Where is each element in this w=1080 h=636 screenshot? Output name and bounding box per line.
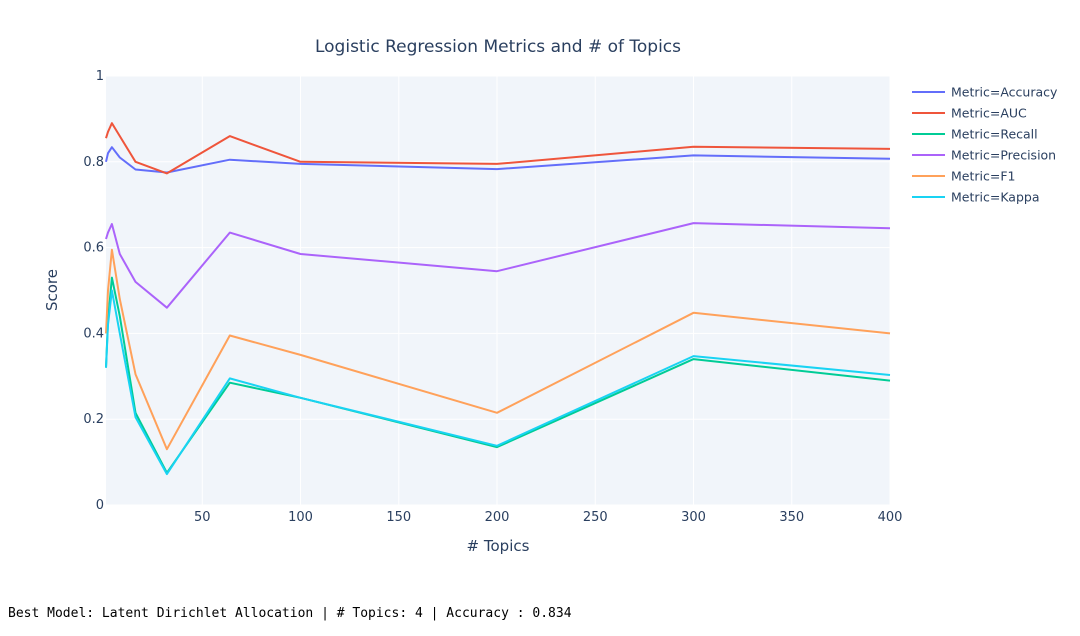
- legend-label: Metric=AUC: [951, 106, 1027, 121]
- legend[interactable]: Metric=Accuracy Metric=AUC Metric=Recall Me…: [912, 85, 1058, 205]
- y-tick-label: 0.4: [83, 326, 104, 341]
- legend-item-f1[interactable]: Metric=F1: [912, 169, 1015, 184]
- legend-item-kappa[interactable]: Metric=Kappa: [912, 190, 1040, 205]
- x-tick-label: 300: [681, 510, 706, 525]
- legend-label: Metric=Accuracy: [951, 85, 1058, 100]
- x-tick-label: 100: [288, 510, 313, 525]
- y-tick-label: 0.2: [83, 412, 104, 427]
- legend-label: Metric=F1: [951, 169, 1015, 184]
- series-lines: [105, 122, 891, 476]
- best-model-summary: Best Model: Latent Dirichlet Allocation …: [8, 606, 572, 621]
- y-tick-label: 0.8: [83, 155, 104, 170]
- x-axis-title: # Topics: [467, 537, 530, 555]
- chart-container: Logistic Regression Metrics and # of Top…: [43, 37, 1058, 555]
- y-axis-title: Score: [43, 269, 61, 311]
- y-tick-label: 0.6: [83, 241, 104, 256]
- x-tick-label: 400: [878, 510, 903, 525]
- x-tick-label: 200: [485, 510, 510, 525]
- line-chart: Logistic Regression Metrics and # of Top…: [43, 37, 1058, 555]
- series-line-precision: [105, 222, 891, 309]
- chart-title: Logistic Regression Metrics and # of Top…: [315, 37, 681, 57]
- grid: [106, 75, 891, 506]
- legend-label: Metric=Recall: [951, 127, 1038, 142]
- x-tick-label: 350: [779, 510, 804, 525]
- legend-item-precision[interactable]: Metric=Precision: [912, 148, 1056, 163]
- legend-item-accuracy[interactable]: Metric=Accuracy: [912, 85, 1058, 100]
- legend-label: Metric=Precision: [951, 148, 1056, 163]
- x-tick-label: 50: [194, 510, 211, 525]
- y-axis-ticks: 0 0.2 0.4 0.6 0.8 1: [83, 69, 104, 513]
- series-line-kappa: [105, 289, 891, 476]
- x-axis-ticks: 50 100 150 200 250 300 350 400: [194, 510, 902, 525]
- legend-label: Metric=Kappa: [951, 190, 1040, 205]
- x-tick-label: 150: [386, 510, 411, 525]
- series-line-f1: [105, 248, 891, 451]
- series-line-auc: [105, 122, 891, 175]
- y-tick-label: 0: [96, 498, 104, 513]
- y-tick-label: 1: [96, 69, 104, 84]
- legend-item-recall[interactable]: Metric=Recall: [912, 127, 1038, 142]
- x-tick-label: 250: [583, 510, 608, 525]
- legend-item-auc[interactable]: Metric=AUC: [912, 106, 1027, 121]
